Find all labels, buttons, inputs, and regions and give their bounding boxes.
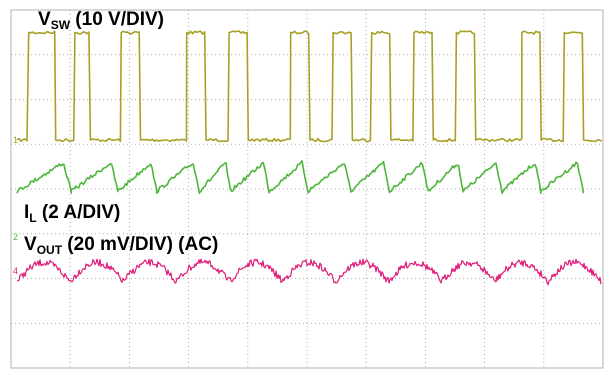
vsw-channel-marker: 1	[13, 135, 18, 145]
vout-label: VOUT (20 mV/DIV) (AC)	[24, 234, 218, 257]
traces	[16, 30, 603, 286]
il-trace	[16, 160, 585, 195]
vout-channel-marker: 4	[13, 266, 18, 276]
vsw-trace	[16, 30, 603, 143]
vout-trace	[16, 258, 602, 286]
il-label: IL (2 A/DIV)	[24, 202, 120, 225]
il-channel-marker: 2	[13, 232, 18, 242]
vsw-label: VSW (10 V/DIV)	[38, 9, 164, 32]
channel-markers: 1 2 4	[13, 135, 18, 276]
